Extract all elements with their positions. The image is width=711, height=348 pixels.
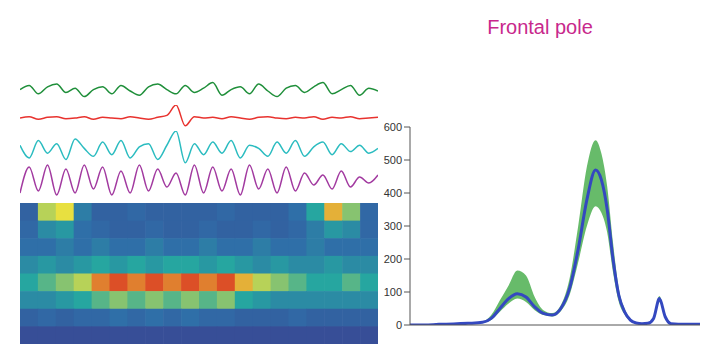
html-text:Frontal pole: Frontal pole: [487, 16, 593, 38]
svg-text:300: 300: [384, 220, 402, 232]
svg-text:200: 200: [384, 253, 402, 265]
svg-text:400: 400: [384, 187, 402, 199]
svg-text:500: 500: [384, 154, 402, 166]
svg-text:0: 0: [396, 319, 402, 331]
svg-text:100: 100: [384, 286, 402, 298]
svg-text:600: 600: [384, 121, 402, 133]
